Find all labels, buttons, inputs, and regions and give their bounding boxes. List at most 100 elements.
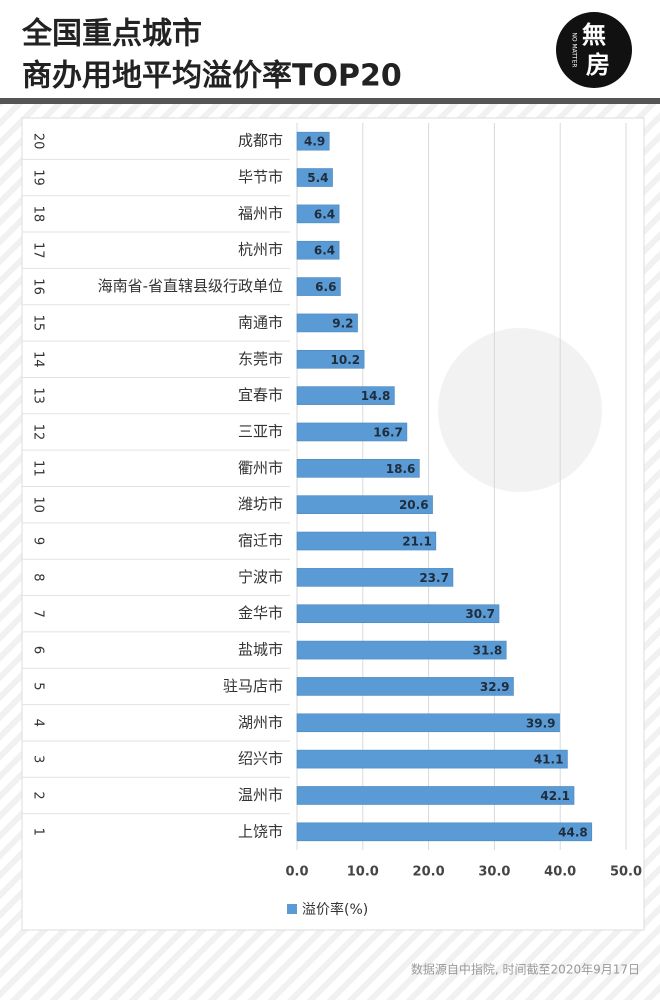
source: 数据源自中指院, 时间截至2020年9月17日 bbox=[411, 962, 640, 977]
y-tick-label: 成都市 bbox=[238, 132, 283, 150]
value-label: 42.1 bbox=[540, 789, 570, 803]
y-tick-label: 金华市 bbox=[238, 604, 283, 622]
y-tick-label: 三亚市 bbox=[238, 422, 283, 440]
x-tick-label: 10.0 bbox=[347, 865, 379, 880]
plot-box bbox=[21, 117, 645, 931]
title-line: 商办用地平均溢价率TOP20 bbox=[22, 59, 402, 94]
value-label: 6.4 bbox=[314, 244, 335, 258]
value-label: 31.8 bbox=[473, 644, 503, 658]
rank-label: 19 bbox=[31, 169, 46, 186]
value-label: 16.7 bbox=[373, 425, 403, 439]
legend-swatch bbox=[287, 904, 297, 914]
y-tick-label: 南通市 bbox=[238, 313, 283, 331]
y-tick-label: 宁波市 bbox=[238, 568, 283, 586]
x-tick-label: 20.0 bbox=[413, 865, 445, 880]
bar bbox=[296, 386, 395, 405]
bar bbox=[296, 131, 330, 151]
rank-label: 15 bbox=[31, 315, 46, 332]
y-tick-label: 毕节市 bbox=[238, 168, 283, 186]
value-label: 32.9 bbox=[480, 680, 510, 694]
value-label: 6.6 bbox=[315, 280, 336, 294]
x-tick-label: 30.0 bbox=[478, 865, 510, 880]
x-tick-label: 0.0 bbox=[285, 865, 308, 880]
y-tick-label: 绍兴市 bbox=[238, 750, 283, 768]
rank-label: 12 bbox=[31, 424, 46, 441]
y-tick-label: 上饶市 bbox=[238, 822, 283, 840]
rank-label: 2 bbox=[31, 791, 46, 799]
rank-label: 18 bbox=[31, 206, 46, 223]
y-tick-label: 衢州市 bbox=[238, 459, 283, 477]
value-label: 10.2 bbox=[331, 353, 361, 367]
rank-label: 7 bbox=[31, 610, 46, 618]
legend-label: 溢价率(%) bbox=[302, 901, 368, 918]
rank-label: 13 bbox=[31, 387, 46, 404]
bar bbox=[296, 531, 437, 551]
x-tick-label: 40.0 bbox=[544, 865, 576, 880]
bar bbox=[296, 822, 593, 842]
y-tick-label: 潍坊市 bbox=[238, 495, 283, 513]
y-tick-label: 海南省-省直辖县级行政单位 bbox=[98, 277, 283, 295]
value-label: 41.1 bbox=[534, 753, 564, 767]
rank-label: 8 bbox=[31, 573, 46, 581]
logo-text: 房 bbox=[586, 51, 610, 79]
y-tick-label: 温州市 bbox=[238, 786, 283, 804]
rank-label: 10 bbox=[31, 496, 46, 513]
bar bbox=[296, 349, 365, 369]
rank-label: 14 bbox=[31, 351, 46, 368]
bar bbox=[296, 786, 575, 805]
rank-label: 1 bbox=[31, 828, 46, 836]
bar bbox=[296, 459, 420, 478]
value-label: 20.6 bbox=[399, 498, 429, 512]
rank-label: 4 bbox=[31, 719, 46, 727]
rank-label: 17 bbox=[31, 242, 46, 259]
value-label: 44.8 bbox=[558, 825, 588, 839]
value-label: 21.1 bbox=[402, 535, 432, 549]
bar bbox=[296, 204, 340, 224]
value-label: 5.4 bbox=[307, 171, 328, 185]
bar bbox=[296, 240, 340, 260]
rank-label: 6 bbox=[31, 646, 46, 654]
rank-label: 20 bbox=[31, 133, 46, 150]
title-line: 全国重点城市 bbox=[21, 17, 202, 52]
y-tick-label: 盐城市 bbox=[238, 641, 283, 659]
value-label: 23.7 bbox=[419, 571, 449, 585]
logo-circle bbox=[556, 12, 632, 88]
header-rule bbox=[0, 98, 660, 104]
bar bbox=[296, 168, 333, 187]
y-tick-label: 福州市 bbox=[238, 204, 283, 222]
value-label: 6.4 bbox=[314, 207, 335, 221]
value-label: 9.2 bbox=[332, 316, 353, 330]
value-label: 30.7 bbox=[465, 607, 495, 621]
rank-label: 9 bbox=[31, 537, 46, 545]
bar bbox=[296, 422, 408, 442]
bar bbox=[296, 604, 500, 624]
value-label: 14.8 bbox=[361, 389, 391, 403]
watermark bbox=[438, 328, 602, 492]
value-label: 4.9 bbox=[304, 135, 325, 149]
bar bbox=[296, 568, 454, 587]
y-tick-label: 宿迁市 bbox=[238, 532, 283, 550]
rank-label: 11 bbox=[31, 460, 46, 477]
y-tick-label: 湖州市 bbox=[238, 713, 283, 731]
logo-text: 無 bbox=[582, 21, 606, 49]
y-tick-label: 宜春市 bbox=[238, 386, 283, 404]
logo-sub: NO MATTER bbox=[571, 32, 578, 67]
y-tick-label: 东莞市 bbox=[238, 350, 283, 368]
bar bbox=[296, 495, 433, 514]
rank-label: 3 bbox=[31, 755, 46, 763]
value-label: 39.9 bbox=[526, 716, 556, 730]
value-label: 18.6 bbox=[386, 462, 416, 476]
y-tick-label: 驻马店市 bbox=[223, 677, 283, 695]
y-tick-label: 杭州市 bbox=[238, 241, 283, 259]
rank-label: 16 bbox=[31, 278, 46, 295]
bar bbox=[296, 640, 507, 660]
x-tick-label: 50.0 bbox=[610, 865, 642, 880]
bar bbox=[296, 677, 514, 696]
bar bbox=[296, 713, 560, 733]
rank-label: 5 bbox=[31, 682, 46, 690]
bar bbox=[296, 749, 568, 769]
bar bbox=[296, 277, 341, 296]
header-bg bbox=[0, 0, 660, 100]
